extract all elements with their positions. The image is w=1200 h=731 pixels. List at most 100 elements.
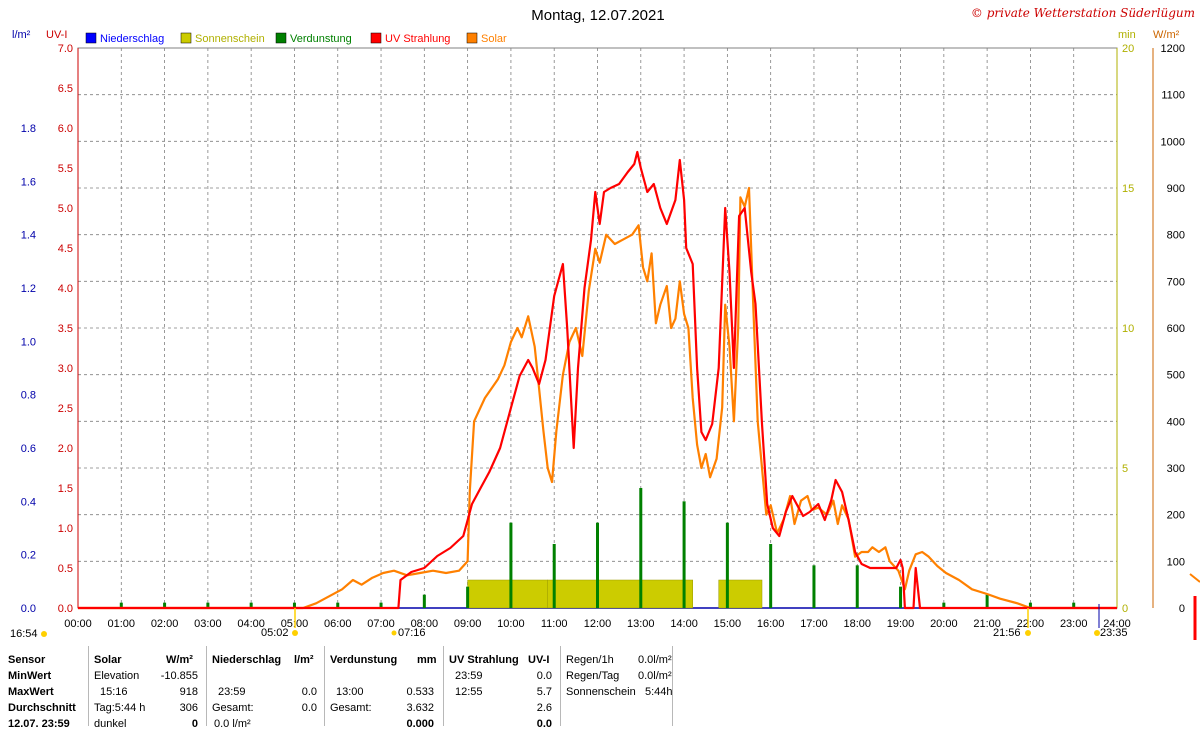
solar-tick-label: 100 <box>1167 556 1185 568</box>
evap-unit: mm <box>417 654 437 666</box>
solar-tick-label: 500 <box>1167 370 1185 382</box>
x-tick-label: 17:00 <box>800 618 828 630</box>
legend-label: Solar <box>481 33 507 45</box>
precip-avg-label: Gesamt: <box>212 702 254 714</box>
legend-label: Sonnenschein <box>195 33 265 45</box>
x-tick-label: 16:00 <box>757 618 785 630</box>
x-tick-label: 14:00 <box>670 618 698 630</box>
solar-avg-label: Tag:5:44 h <box>94 702 146 714</box>
statistics-table: Sensor MinWert MaxWert Durchschnitt 12.0… <box>0 645 680 730</box>
stats-divider <box>560 646 561 726</box>
evaporation-bar <box>249 602 253 608</box>
moonrise-time: 23:35 <box>1100 627 1128 639</box>
rain-1h-value: 0.0l/m² <box>638 654 672 666</box>
uv-tick-label: 6.5 <box>58 83 73 95</box>
sunshine-bar <box>547 579 693 609</box>
evaporation-bar <box>596 522 599 608</box>
x-tick-label: 10:00 <box>497 618 525 630</box>
x-tick-label: 08:00 <box>411 618 439 630</box>
solar-tick-label: 800 <box>1167 230 1185 242</box>
evaporation-bar <box>163 602 167 608</box>
uv-tick-label: 4.5 <box>58 243 73 255</box>
solar-tick-label: 900 <box>1167 183 1185 195</box>
uv-tick-label: 5.5 <box>58 163 73 175</box>
x-tick-label: 23:00 <box>1060 618 1088 630</box>
uv-min-time: 23:59 <box>455 670 483 682</box>
uv-tick-label: 3.0 <box>58 363 73 375</box>
solar-tick-label: 400 <box>1167 416 1185 428</box>
precip-max-time: 23:59 <box>218 686 246 698</box>
series-lines <box>78 150 1200 640</box>
evaporation-bar <box>552 544 556 608</box>
legend-swatch <box>370 32 382 44</box>
left-unit-uv: UV-I <box>46 29 67 41</box>
evaporation-bar <box>509 522 513 608</box>
uv-avg-value: 2.6 <box>536 702 552 714</box>
precip-tick-label: 0.2 <box>21 550 36 562</box>
evaporation-bar <box>206 602 210 608</box>
x-tick-label: 24:00 <box>1103 618 1131 630</box>
precip-tick-label: 0.4 <box>21 496 36 508</box>
evaporation-bar <box>292 602 296 608</box>
precip-unit: l/m² <box>294 654 314 666</box>
solar-tick-label: 200 <box>1167 510 1185 522</box>
x-tick-label: 13:00 <box>627 618 655 630</box>
sunshine-tick-label: 5 <box>1122 463 1128 475</box>
legend: Niederschlag Sonnenschein Verdunstung UV St… <box>85 32 507 45</box>
uv-tick-label: 4.0 <box>58 283 73 295</box>
precip-tick-label: 0.0 <box>21 603 36 615</box>
precip-tick-label: 1.4 <box>21 230 36 242</box>
stats-divider <box>443 646 444 726</box>
evaporation-bar <box>855 565 859 608</box>
evaporation-bar <box>985 594 989 608</box>
solar-unit: W/m² <box>166 654 193 666</box>
precip-header: Niederschlag <box>212 654 282 666</box>
row-label-last: 12.07. 23:59 <box>8 718 70 730</box>
sunshine-bar <box>718 579 763 609</box>
moon-icon <box>1094 630 1100 636</box>
copyright-text: © private Wetterstation Süderlügum <box>971 6 1195 20</box>
uv-min-value: 0.0 <box>536 670 552 682</box>
sunset-time: 21:56 <box>993 627 1021 639</box>
evaporation-bar <box>812 565 816 608</box>
x-tick-label: 07:00 <box>367 618 395 630</box>
evaporation-bar <box>899 586 903 608</box>
sunshine-label: Sonnenschein <box>566 686 636 698</box>
solar-last-label: dunkel <box>94 718 127 730</box>
solar-tick-label: 600 <box>1167 323 1185 335</box>
axes: 00:0001:0002:0003:0004:0005:0006:0007:00… <box>21 43 1185 630</box>
evaporation-bar <box>379 602 383 608</box>
evaporation-bar <box>422 594 426 608</box>
stats-divider <box>324 646 325 726</box>
uv-start-time: 07:16 <box>398 627 426 639</box>
evap-avg-label: Gesamt: <box>330 702 372 714</box>
uv-tick-label: 3.5 <box>58 323 73 335</box>
evaporation-bar <box>336 602 340 608</box>
uv-max-time: 12:55 <box>455 686 483 698</box>
evaporation-bar <box>1072 602 1076 608</box>
x-tick-label: 02:00 <box>151 618 179 630</box>
evap-max-value: 0.533 <box>406 686 434 698</box>
solar-header: Solar <box>94 654 122 666</box>
sunshine-tick-label: 0 <box>1122 603 1128 615</box>
evap-max-time: 13:00 <box>336 686 364 698</box>
evap-last-value: 0.000 <box>406 718 434 730</box>
x-tick-label: 21:00 <box>973 618 1001 630</box>
sun-icon <box>1025 630 1031 636</box>
uv-max-value: 5.7 <box>536 686 552 698</box>
precip-tick-label: 1.8 <box>21 123 36 135</box>
x-tick-label: 03:00 <box>194 618 222 630</box>
evaporation-bar <box>942 602 946 608</box>
x-tick-label: 12:00 <box>584 618 612 630</box>
evaporation-bar <box>682 501 686 608</box>
evaporation-bar <box>466 586 470 608</box>
legend-swatch <box>180 32 192 44</box>
precip-tick-label: 0.6 <box>21 443 36 455</box>
solar-tick-label: 300 <box>1167 463 1185 475</box>
precip-avg-value: 0.0 <box>301 702 317 714</box>
moon-icon <box>41 631 47 637</box>
x-tick-label: 20:00 <box>930 618 958 630</box>
sunrise-time: 05:02 <box>261 627 289 639</box>
uv-unit: UV-I <box>528 654 550 666</box>
x-tick-label: 01:00 <box>108 618 136 630</box>
